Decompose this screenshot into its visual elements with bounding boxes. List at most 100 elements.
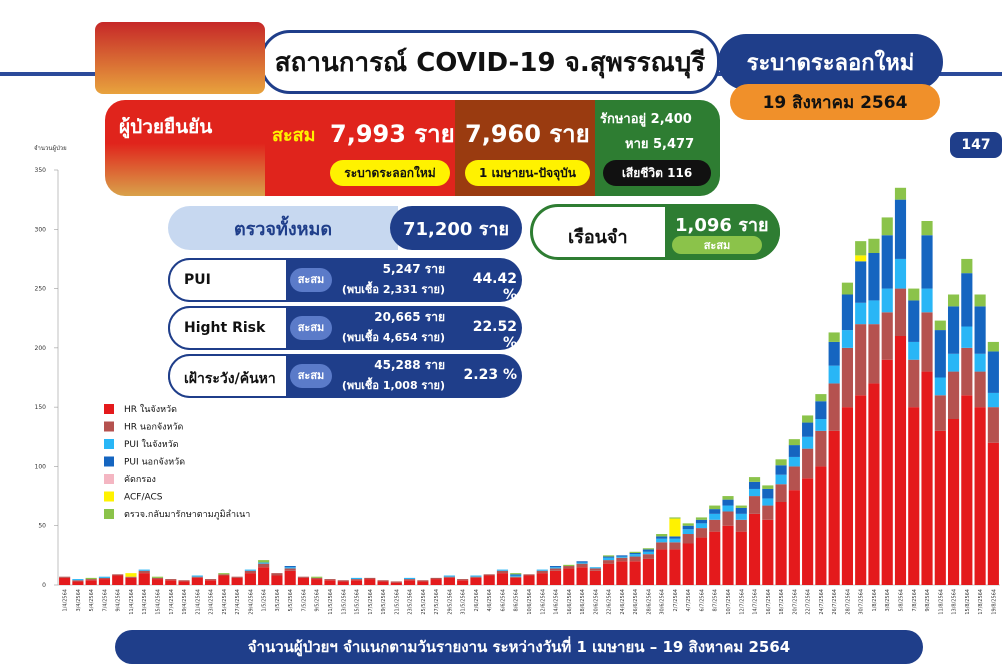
bar-segment	[244, 569, 256, 571]
bar-segment	[231, 576, 243, 578]
bar-segment	[496, 570, 509, 574]
bar-segment	[815, 394, 827, 402]
x-tick-label: 27/4/2564	[235, 589, 241, 615]
bar-segment	[297, 577, 310, 585]
bar-segment	[603, 560, 615, 564]
x-tick-label: 16/6/2564	[567, 589, 573, 615]
bar-segment	[974, 371, 986, 408]
bar-segment	[947, 371, 960, 419]
bar-segment	[921, 312, 933, 372]
test-row-found: (พบเชื้อ 1,008 ราย)	[341, 379, 445, 392]
test-row-tag: สะสม	[290, 364, 332, 388]
x-tick-label: 23/5/2564	[408, 589, 414, 615]
bar-segment	[735, 519, 747, 532]
bar-segment	[72, 580, 84, 582]
prison-value: 1,096 ราย	[675, 215, 769, 236]
x-tick-label: 8/7/2564	[713, 589, 719, 611]
bar-segment	[616, 557, 628, 562]
legend-label: PUI นอกจังหวัด	[124, 458, 185, 468]
bar-segment	[536, 573, 548, 585]
bar-segment	[961, 347, 973, 396]
bar-segment	[125, 573, 137, 577]
x-tick-label: 26/6/2564	[633, 589, 639, 615]
x-tick-label: 13/5/2564	[341, 589, 347, 615]
bar-segment	[802, 415, 814, 423]
bar-segment	[85, 580, 97, 585]
bar-segment	[934, 430, 946, 585]
y-tick-label: 250	[35, 286, 47, 293]
bar-segment	[470, 576, 482, 578]
bar-segment	[802, 478, 814, 585]
bar-segment	[656, 534, 668, 537]
bar-segment	[642, 558, 654, 585]
bar-segment	[549, 570, 562, 585]
x-tick-label: 12/6/2564	[540, 589, 546, 615]
bar-segment	[709, 509, 721, 514]
bar-segment	[841, 407, 853, 585]
legend-swatch	[104, 509, 114, 519]
bar-segment	[722, 525, 734, 585]
bar-segment	[934, 330, 946, 378]
x-tick-label: 7/5/2564	[301, 589, 307, 611]
legend-swatch	[104, 404, 114, 414]
bar-segment	[377, 580, 389, 582]
x-tick-label: 28/6/2564	[646, 589, 652, 615]
x-tick-label: 28/7/2564	[845, 589, 851, 615]
bar-segment	[642, 554, 654, 559]
bar-segment	[549, 566, 562, 568]
bar-segment	[284, 566, 296, 568]
bar-segment	[457, 579, 469, 581]
bar-segment	[841, 347, 853, 408]
header-image	[95, 22, 265, 94]
bar-segment	[894, 336, 907, 585]
bar-segment	[324, 580, 336, 585]
bar-segment	[443, 577, 455, 585]
bar-segment	[642, 549, 654, 552]
x-tick-label: 24/6/2564	[620, 589, 626, 615]
bar-segment	[112, 574, 124, 576]
x-tick-label: 1/8/2564	[872, 589, 878, 611]
bar-segment	[603, 563, 615, 585]
x-tick-label: 19/5/2564	[381, 589, 387, 615]
bar-segment	[510, 577, 522, 585]
bar-segment	[921, 288, 933, 313]
bar-segment	[974, 407, 986, 585]
x-tick-label: 29/5/2564	[447, 589, 453, 615]
bar-segment	[549, 568, 562, 571]
y-axis-label: จำนวนผู้ป่วย	[34, 145, 67, 152]
bar-segment	[284, 568, 296, 571]
test-row-count: 45,288 ราย	[374, 358, 445, 372]
x-tick-label: 30/7/2564	[859, 589, 865, 615]
confirmed-total-note: ระบาดระลอกใหม่	[330, 160, 450, 186]
bar-segment	[178, 581, 190, 585]
bar-segment	[549, 567, 562, 569]
bar-segment	[151, 577, 164, 580]
x-tick-label: 14/6/2564	[554, 589, 560, 615]
bar-segment	[404, 580, 416, 585]
bar-segment	[138, 573, 150, 585]
bar-segment	[987, 341, 999, 352]
bar-segment	[337, 580, 349, 582]
legend-label: ACF/ACS	[124, 493, 163, 503]
bar-segment	[191, 576, 203, 578]
bar-segment	[98, 579, 111, 585]
bar-segment	[656, 538, 668, 543]
bar-segment	[881, 235, 893, 289]
bar-segment	[961, 326, 973, 348]
x-tick-label: 17/4/2564	[169, 589, 175, 615]
bar-segment	[324, 579, 336, 581]
x-tick-label: 25/4/2564	[222, 589, 228, 615]
x-tick-label: 20/7/2564	[792, 589, 798, 615]
x-tick-label: 1/4/2564	[63, 589, 69, 611]
bar-segment	[908, 341, 920, 360]
x-tick-label: 12/7/2564	[739, 589, 745, 615]
bar-segment	[669, 542, 681, 550]
caption: จำนวนผู้ป่วยฯ จำแนกตามวันรายงาน ระหว่างว…	[115, 630, 923, 664]
bar-segment	[297, 576, 310, 578]
bar-segment	[138, 570, 150, 574]
bar-segment	[218, 574, 230, 576]
bar-segment	[881, 217, 893, 236]
prison-note: สะสม	[672, 236, 762, 254]
bar-segment	[722, 496, 734, 500]
bar-segment	[483, 574, 495, 576]
